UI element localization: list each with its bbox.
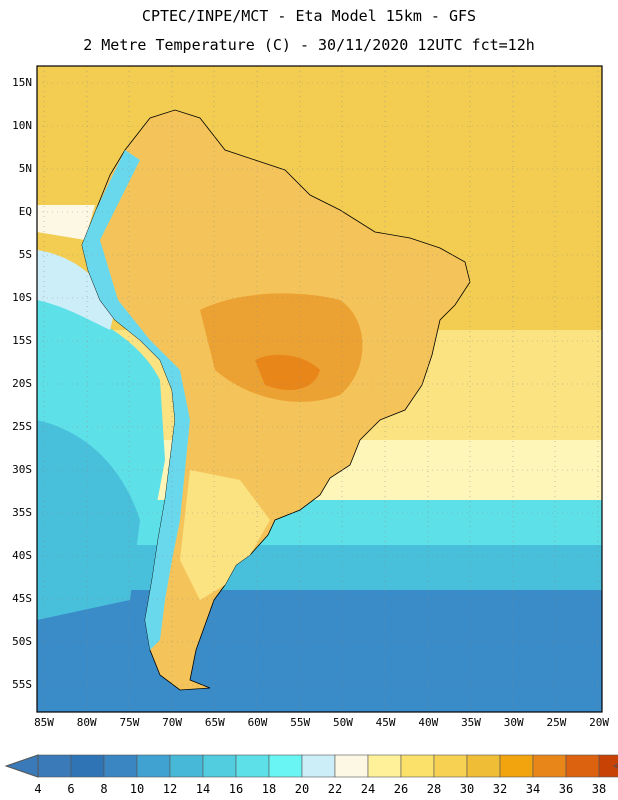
colorbar-swatch: [268, 754, 303, 778]
lat-label: 35S: [12, 506, 32, 519]
lat-label: 20S: [12, 377, 32, 390]
colorbar-label: 16: [228, 782, 244, 796]
colorbar-swatch: [532, 754, 567, 778]
lat-label: 25S: [12, 420, 32, 433]
colorbar-label: 24: [360, 782, 376, 796]
colorbar-swatch: [367, 754, 402, 778]
colorbar-label: 4: [34, 782, 42, 796]
lon-label: 45W: [375, 716, 396, 729]
lon-label: 30W: [503, 716, 524, 729]
colorbar-swatch: [37, 754, 72, 778]
lon-label: 20W: [589, 716, 610, 729]
colorbar: [4, 754, 618, 778]
title-line-2: 2 Metre Temperature (C) - 30/11/2020 12U…: [83, 36, 535, 54]
colorbar-swatch: [433, 754, 468, 778]
lon-label: 40W: [418, 716, 439, 729]
lat-label: 10N: [12, 119, 32, 132]
hot-core: [255, 354, 320, 390]
lon-label: 75W: [119, 716, 140, 729]
colorbar-label: 36: [558, 782, 574, 796]
lon-label: 65W: [204, 716, 225, 729]
lon-label: 85W: [34, 716, 54, 729]
colorbar-swatch: [301, 754, 336, 778]
colorbar-swatch: [103, 754, 138, 778]
colorbar-label: 34: [525, 782, 541, 796]
grid-lines: [37, 66, 602, 712]
ocean-coldest-band: [37, 590, 602, 712]
map-frame: [36, 65, 603, 713]
lon-label: 60W: [247, 716, 268, 729]
lon-label: 35W: [461, 716, 481, 729]
equatorial-pale-water: [37, 205, 95, 240]
colorbar-left-arrow: [4, 754, 39, 778]
lat-label: 50S: [12, 635, 32, 648]
colorbar-label: 38: [591, 782, 607, 796]
colorbar-label: 8: [100, 782, 108, 796]
colorbar-swatch: [334, 754, 369, 778]
colorbar-swatch: [235, 754, 270, 778]
lon-label: 70W: [162, 716, 183, 729]
patagonia-pale: [180, 470, 270, 600]
lat-label: 30S: [12, 463, 32, 476]
colorbar-swatch: [598, 754, 618, 778]
colorbar-label: 28: [426, 782, 442, 796]
colorbar-swatch: [565, 754, 600, 778]
lat-label: 15N: [12, 76, 32, 89]
lat-label: 10S: [12, 291, 32, 304]
andes-cold-strip: [82, 150, 190, 650]
colorbar-label: 26: [393, 782, 409, 796]
colorbar-label: 22: [327, 782, 343, 796]
lon-label: 55W: [290, 716, 311, 729]
colorbar-label: 32: [492, 782, 508, 796]
lat-label: 15S: [12, 334, 32, 347]
colorbar-swatch: [136, 754, 171, 778]
central-hot-region: [200, 293, 363, 402]
colorbar-label: 12: [162, 782, 178, 796]
lon-label: 80W: [76, 716, 97, 729]
colorbar-label: 18: [261, 782, 277, 796]
colorbar-swatch: [70, 754, 105, 778]
lat-label: 5S: [18, 248, 32, 261]
colorbar-label: 6: [67, 782, 75, 796]
lat-label: 5N: [18, 162, 32, 175]
lon-label: 25W: [546, 716, 567, 729]
lat-label: 40S: [12, 549, 32, 562]
colorbar-swatch: [400, 754, 435, 778]
colorbar-label: 10: [129, 782, 145, 796]
colorbar-label: 14: [195, 782, 211, 796]
colorbar-label: 30: [459, 782, 475, 796]
lat-label: EQ: [18, 205, 32, 218]
pacific-light-water: [37, 250, 115, 330]
lat-label: 55S: [12, 678, 32, 691]
lat-label: 45S: [12, 592, 32, 605]
colorbar-right-arrow: [613, 762, 618, 770]
colorbar-swatch: [466, 754, 501, 778]
colorbar-swatch: [169, 754, 204, 778]
colorbar-swatch: [499, 754, 534, 778]
colorbar-label: 20: [294, 782, 310, 796]
lon-label: 50W: [332, 716, 353, 729]
colorbar-swatch: [202, 754, 237, 778]
title-line-1: CPTEC/INPE/MCT - Eta Model 15km - GFS: [141, 7, 477, 25]
